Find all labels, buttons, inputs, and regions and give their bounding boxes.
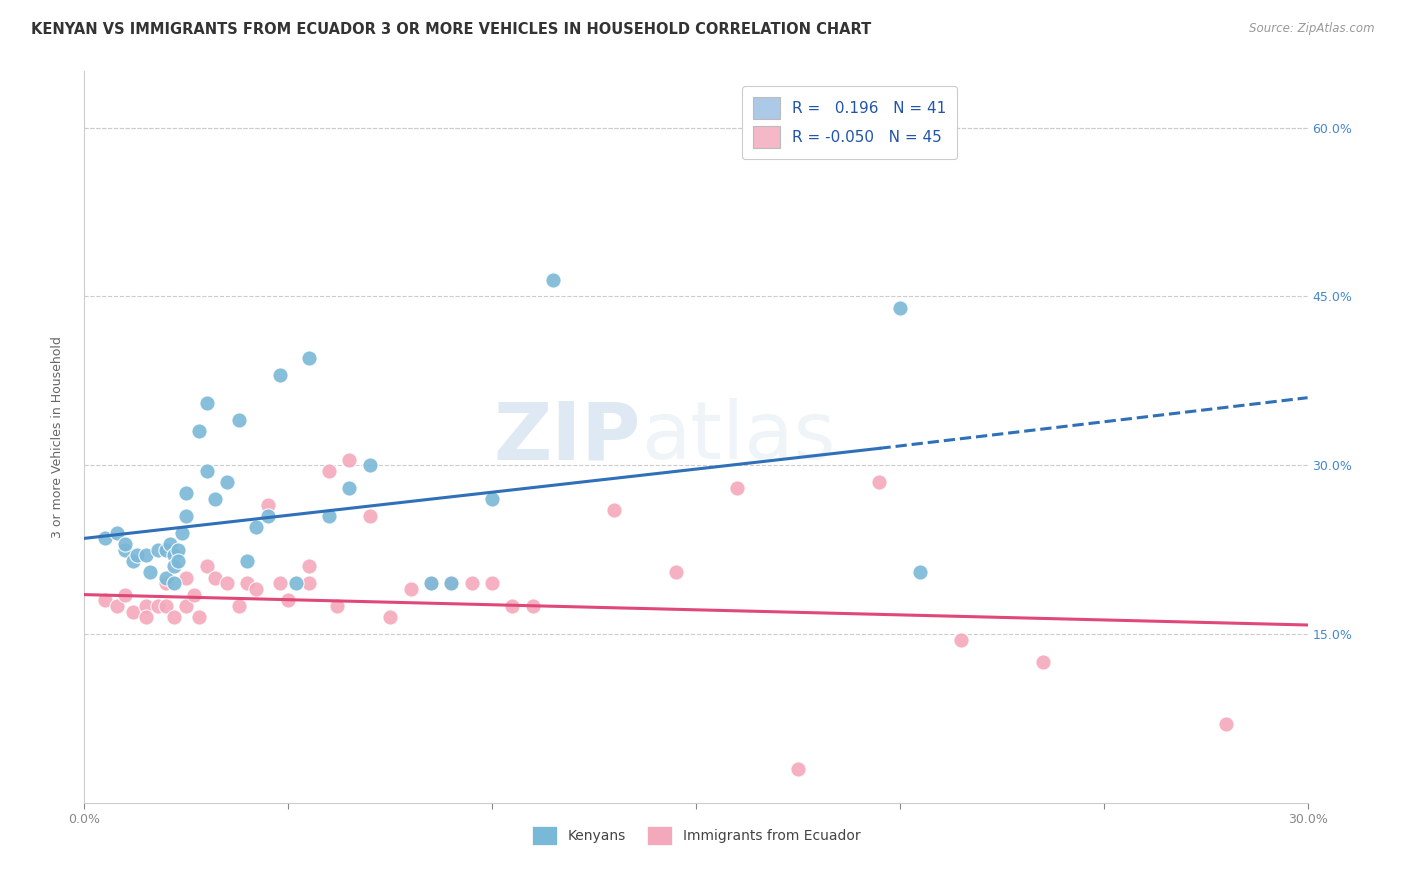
Point <box>172 525 194 540</box>
Point <box>339 452 361 467</box>
Point <box>155 576 177 591</box>
Point <box>245 582 267 596</box>
Point <box>502 599 524 613</box>
Point <box>298 576 321 591</box>
Point <box>146 542 169 557</box>
Point <box>195 559 218 574</box>
Point <box>155 542 177 557</box>
Point <box>318 464 340 478</box>
Text: atlas: atlas <box>641 398 835 476</box>
Point <box>236 554 259 568</box>
Point <box>359 458 381 473</box>
Point <box>174 486 197 500</box>
Point <box>298 559 321 574</box>
Point <box>359 508 381 523</box>
Point <box>163 548 186 562</box>
Point <box>228 413 250 427</box>
Point <box>127 548 149 562</box>
Point <box>1032 655 1054 669</box>
Point <box>187 610 209 624</box>
Point <box>420 576 443 591</box>
Point <box>461 576 484 591</box>
Point <box>1215 717 1237 731</box>
Point <box>146 599 169 613</box>
Point <box>114 537 136 551</box>
Point <box>155 599 177 613</box>
Point <box>195 396 218 410</box>
Point <box>420 576 443 591</box>
Point <box>195 464 218 478</box>
Point <box>326 599 349 613</box>
Point <box>135 548 157 562</box>
Point <box>269 576 291 591</box>
Point <box>204 491 226 506</box>
Point <box>114 542 136 557</box>
Point <box>889 301 911 315</box>
Point <box>135 599 157 613</box>
Point <box>167 542 190 557</box>
Point <box>138 565 160 579</box>
Point <box>135 610 157 624</box>
Point <box>665 565 688 579</box>
Point <box>174 508 197 523</box>
Point <box>159 537 181 551</box>
Point <box>285 576 308 591</box>
Point <box>187 425 209 439</box>
Text: ZIP: ZIP <box>494 398 641 476</box>
Point <box>174 599 197 613</box>
Point <box>155 571 177 585</box>
Point <box>217 576 239 591</box>
Point <box>93 532 115 546</box>
Point <box>228 599 250 613</box>
Point <box>725 481 748 495</box>
Point <box>950 632 973 647</box>
Point <box>105 525 128 540</box>
Point <box>183 588 205 602</box>
Point <box>204 571 226 585</box>
Point <box>245 520 267 534</box>
Text: KENYAN VS IMMIGRANTS FROM ECUADOR 3 OR MORE VEHICLES IN HOUSEHOLD CORRELATION CH: KENYAN VS IMMIGRANTS FROM ECUADOR 3 OR M… <box>31 22 872 37</box>
Point <box>114 588 136 602</box>
Point <box>318 508 340 523</box>
Point <box>440 576 463 591</box>
Point <box>543 272 565 286</box>
Point <box>277 593 299 607</box>
Point <box>122 554 145 568</box>
Text: Source: ZipAtlas.com: Source: ZipAtlas.com <box>1250 22 1375 36</box>
Point <box>163 610 186 624</box>
Point <box>603 503 626 517</box>
Point <box>163 559 186 574</box>
Point <box>167 554 190 568</box>
Point <box>269 368 291 383</box>
Point <box>910 565 932 579</box>
Y-axis label: 3 or more Vehicles in Household: 3 or more Vehicles in Household <box>51 336 63 538</box>
Point <box>399 582 422 596</box>
Point <box>257 498 280 512</box>
Point <box>105 599 128 613</box>
Point <box>869 475 891 489</box>
Point <box>174 571 197 585</box>
Legend: Kenyans, Immigrants from Ecuador: Kenyans, Immigrants from Ecuador <box>526 820 866 851</box>
Point <box>93 593 115 607</box>
Point <box>236 576 259 591</box>
Point <box>522 599 544 613</box>
Point <box>481 491 503 506</box>
Point <box>339 481 361 495</box>
Point <box>440 576 463 591</box>
Point <box>122 605 145 619</box>
Point <box>380 610 402 624</box>
Point <box>163 576 186 591</box>
Point <box>217 475 239 489</box>
Point <box>481 576 503 591</box>
Point <box>787 762 810 776</box>
Point <box>257 508 280 523</box>
Point <box>298 351 321 366</box>
